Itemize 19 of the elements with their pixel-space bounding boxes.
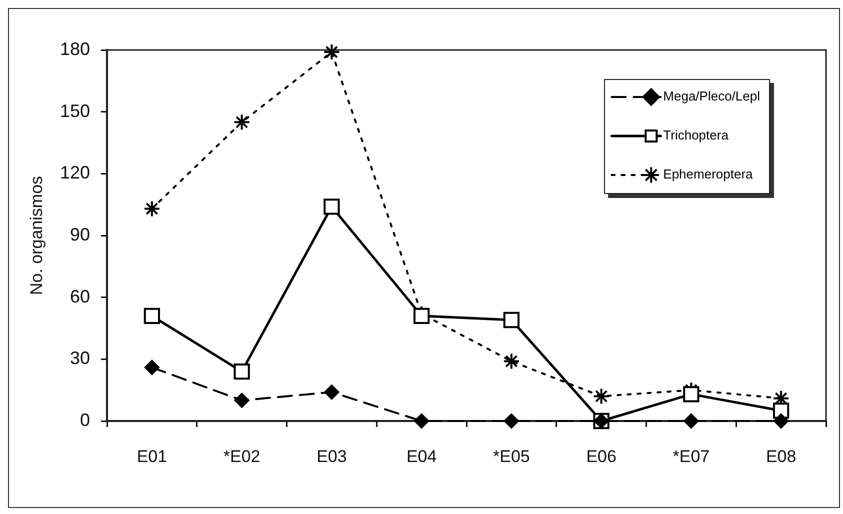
x-tick-label: E03 xyxy=(316,446,347,466)
y-axis-title: No. organismos xyxy=(26,176,46,296)
y-tick-label: 30 xyxy=(70,348,90,368)
x-tick-label: E08 xyxy=(766,446,796,466)
legend-label: Mega/Pleco/Lepl xyxy=(663,88,760,104)
y-tick-label: 90 xyxy=(70,224,90,244)
x-tick-label: E04 xyxy=(406,446,437,466)
x-tick-label: *E07 xyxy=(672,446,710,466)
x-tick-label: E06 xyxy=(586,446,616,466)
y-tick-label: 180 xyxy=(60,38,90,59)
y-tick-label: 150 xyxy=(60,100,90,121)
y-tick-label: 60 xyxy=(70,286,90,306)
legend-label: Trichoptera xyxy=(663,128,730,143)
legend-label: Ephemeroptera xyxy=(663,166,754,182)
x-tick-label: *E05 xyxy=(493,446,530,466)
x-tick-label: E01 xyxy=(136,446,168,466)
y-tick-label: 0 xyxy=(80,410,90,430)
y-tick-label: 120 xyxy=(60,162,90,183)
x-tick-label: *E02 xyxy=(223,446,260,466)
